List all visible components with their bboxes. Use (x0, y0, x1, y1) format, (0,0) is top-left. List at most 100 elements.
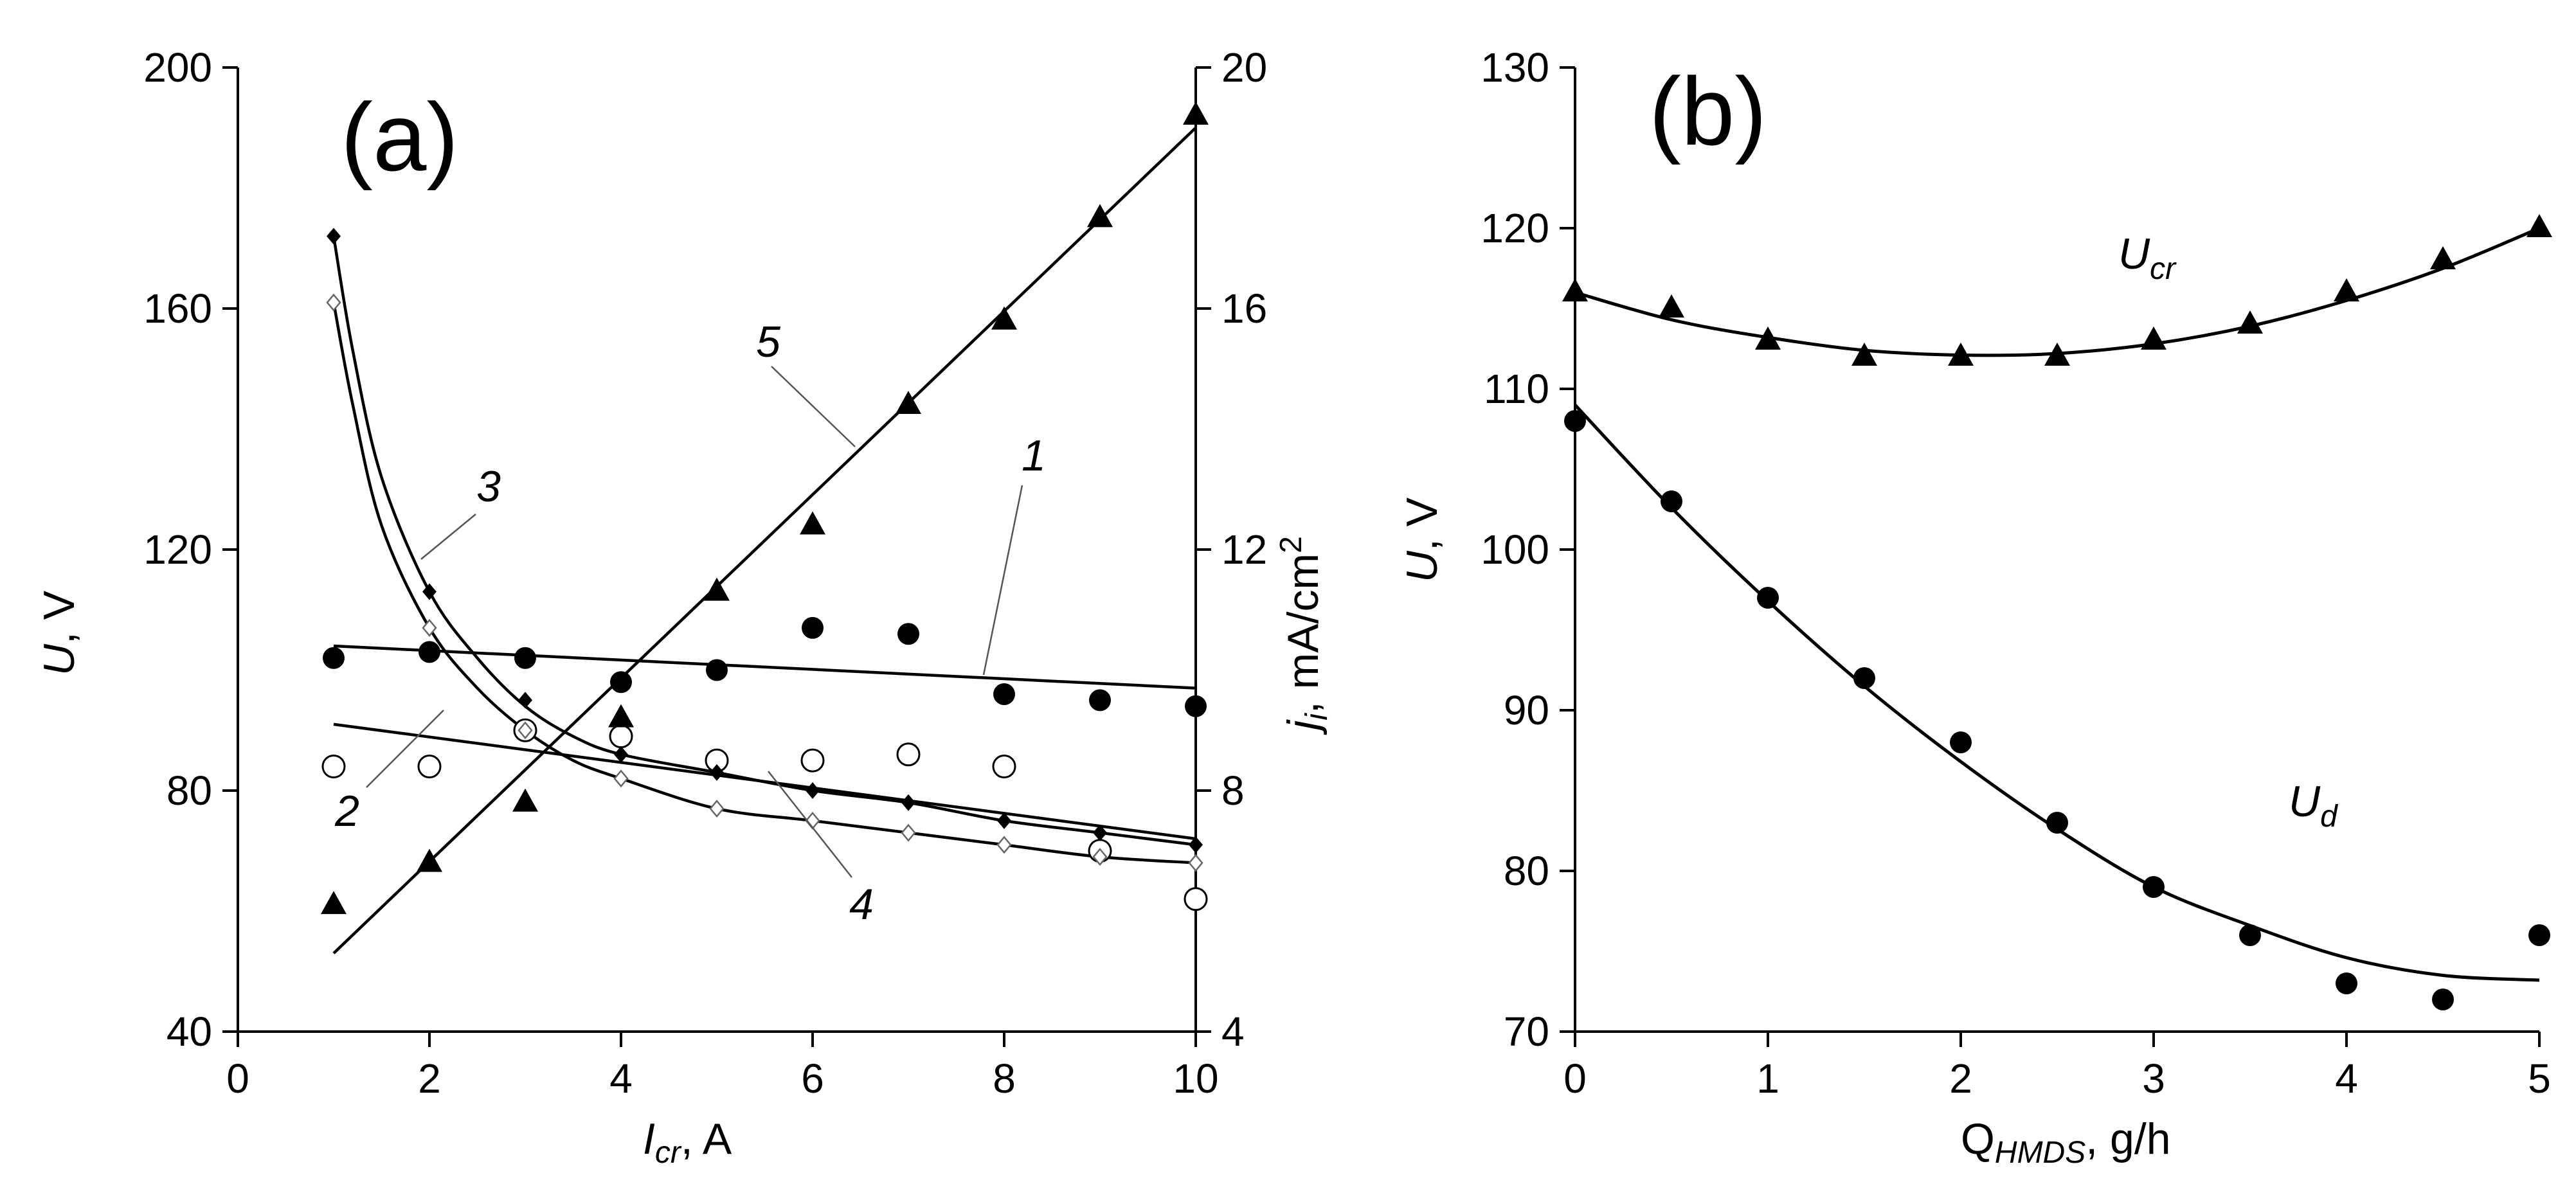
x-tick-label: 0 (226, 1055, 249, 1102)
point-series-1 (323, 647, 345, 669)
point-series-2 (1184, 887, 1208, 911)
panel-a-y-left-axis-title: U, V (35, 590, 84, 676)
fit-line-series-1 (333, 644, 1196, 690)
point-series-1 (514, 647, 536, 669)
point-series-U_d (1661, 490, 1682, 512)
x-tick-label: 4 (2335, 1055, 2358, 1102)
point-series-U_cr (2526, 214, 2552, 237)
y-tick-label-right: 20 (1221, 44, 1267, 91)
y-tick-label-left: 80 (167, 767, 212, 814)
leader-line-2 (366, 710, 444, 788)
point-series-5 (991, 306, 1017, 330)
panel-b-fit-lines (1574, 226, 2540, 982)
point-series-U_cr (1755, 327, 1781, 350)
point-series-U_d (1564, 410, 1586, 432)
panel-b-label: (b) (1649, 57, 1767, 165)
point-series-5 (896, 391, 921, 414)
x-tick-label: 0 (1563, 1055, 1587, 1102)
x-tick-label: 8 (993, 1055, 1016, 1102)
point-series-3 (806, 782, 820, 799)
point-series-5 (1183, 102, 1209, 125)
y-tick-label-left: 40 (167, 1008, 212, 1055)
panel-b-x-axis-title: QHMDS, g/h (1961, 1115, 2171, 1170)
panel-a-x-axis-title: Icr, A (643, 1115, 732, 1170)
panel-b-axes (1560, 66, 2541, 1047)
point-series-4 (1092, 848, 1108, 866)
point-series-3 (901, 794, 915, 811)
point-series-U_d (1853, 667, 1875, 689)
fit-line-series-U_d (1574, 404, 2540, 982)
y-tick-label-left: 200 (143, 44, 212, 91)
point-series-3 (422, 583, 437, 600)
fit-line-series-U_cr (1574, 226, 2540, 357)
point-series-1 (802, 616, 824, 639)
curve-label-3: 3 (476, 462, 501, 511)
y-tick-label-right: 12 (1221, 526, 1267, 573)
leader-line-1 (982, 485, 1023, 676)
point-series-2 (609, 724, 633, 749)
panel-a-markers (321, 102, 1209, 915)
y-tick-label-left: 120 (1481, 205, 1549, 251)
x-tick-label: 3 (2142, 1055, 2165, 1102)
x-tick-label: 5 (2528, 1055, 2551, 1102)
point-series-U_d (1757, 587, 1779, 609)
point-series-U_d (2528, 924, 2550, 946)
point-series-5 (321, 891, 347, 915)
point-series-2 (417, 755, 442, 778)
y-tick-label-left: 70 (1504, 1008, 1549, 1055)
point-series-U_d (2432, 989, 2454, 1010)
curve-label-2: 2 (334, 787, 359, 836)
point-series-U_d (2239, 924, 2261, 946)
point-series-U_cr (1948, 343, 1974, 366)
y-tick-label-right: 16 (1221, 285, 1267, 332)
leader-line-5 (771, 366, 856, 447)
point-series-U_d (2046, 812, 2068, 834)
x-tick-label: 2 (418, 1055, 441, 1102)
point-series-1 (1185, 695, 1207, 717)
fit-line-series-4 (332, 302, 1196, 864)
panel-a-fit-lines (332, 127, 1197, 954)
y-tick-label-left: 160 (143, 285, 212, 332)
point-series-U_cr (2334, 278, 2359, 301)
point-series-3 (997, 812, 1011, 829)
series-label-ud: Ud (2289, 777, 2338, 834)
fit-line-series-5 (332, 127, 1197, 954)
point-series-2 (800, 748, 825, 773)
point-series-3 (327, 228, 341, 245)
point-series-U_d (2143, 876, 2165, 898)
point-series-U_d (1950, 731, 1972, 753)
point-series-U_cr (2141, 327, 2166, 350)
point-series-4 (518, 721, 533, 740)
point-series-4 (422, 618, 437, 637)
panel-b-markers (1562, 214, 2552, 1010)
panel-a-axes (222, 66, 1211, 1047)
panel-a-leader-lines (366, 366, 1023, 878)
y-tick-label-left: 120 (143, 526, 212, 573)
point-series-2 (321, 755, 346, 778)
point-series-1 (706, 659, 728, 681)
curve-label-4: 4 (849, 880, 874, 929)
point-series-U_cr (2237, 310, 2263, 334)
point-series-4 (1188, 854, 1203, 872)
series-label-ucr: Ucr (2118, 229, 2177, 286)
curve-label-1: 1 (1022, 431, 1046, 480)
point-series-4 (613, 769, 629, 788)
x-tick-label: 4 (609, 1055, 633, 1102)
point-series-4 (326, 293, 341, 312)
x-tick-label: 2 (1949, 1055, 1972, 1102)
point-series-4 (901, 823, 916, 842)
point-series-U_cr (2044, 343, 2070, 366)
point-series-3 (518, 692, 532, 709)
x-tick-label: 10 (1173, 1055, 1218, 1102)
y-tick-label-left: 130 (1481, 44, 1549, 91)
y-tick-label-left: 110 (1484, 366, 1549, 412)
point-series-U_cr (1851, 343, 1877, 366)
point-series-5 (417, 848, 442, 872)
x-tick-label: 1 (1756, 1055, 1779, 1102)
point-series-3 (1093, 824, 1107, 841)
point-series-U_cr (2430, 246, 2456, 269)
